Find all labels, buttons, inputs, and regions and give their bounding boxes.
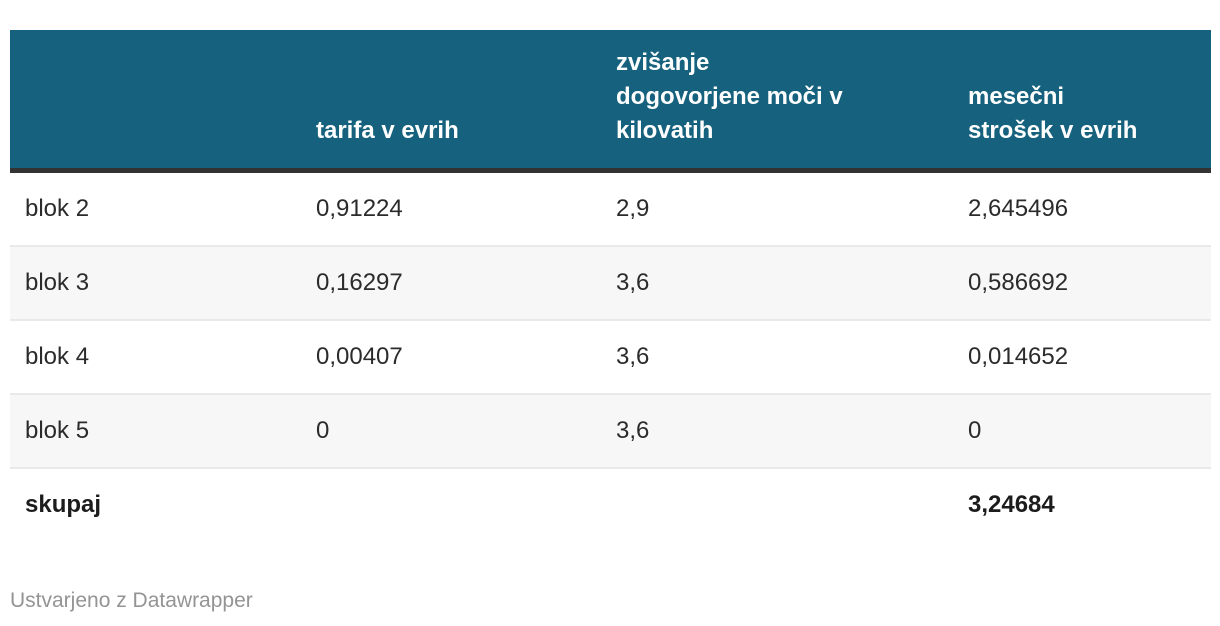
- cell-zvisanje: 3,6: [601, 394, 953, 469]
- cell-zvisanje: 3,6: [601, 246, 953, 321]
- table-row-total: skupaj 3,24684: [10, 468, 1211, 541]
- total-cell-tarifa: [301, 468, 601, 541]
- column-header-tarifa: tarifa v evrih: [301, 30, 601, 173]
- cell-tarifa: 0: [301, 394, 601, 469]
- cell-strosek: 0: [953, 394, 1211, 469]
- column-header-row-label: [10, 30, 301, 173]
- cell-strosek: 0,586692: [953, 246, 1211, 321]
- column-header-zvisanje: zvišanje dogovorjene moči v kilovatih: [601, 30, 953, 173]
- table-body: blok 2 0,91224 2,9 2,645496 blok 3 0,162…: [10, 170, 1211, 541]
- datawrapper-credit-link[interactable]: Ustvarjeno z Datawrapper: [10, 589, 253, 612]
- data-table: tarifa v evrih zvišanje dogovorjene moči…: [10, 30, 1211, 541]
- total-cell-zvisanje: [601, 468, 953, 541]
- column-header-strosek: mesečni strošek v evrih: [953, 30, 1211, 173]
- table-row-blok-2: blok 2 0,91224 2,9 2,645496: [10, 170, 1211, 247]
- cell-zvisanje: 3,6: [601, 320, 953, 395]
- row-label: blok 5: [10, 394, 301, 469]
- cell-tarifa: 0,91224: [301, 170, 601, 247]
- cell-zvisanje: 2,9: [601, 170, 953, 247]
- footer-credit: Ustvarjeno z Datawrapper: [10, 589, 1211, 613]
- cell-tarifa: 0,16297: [301, 246, 601, 321]
- total-row-label: skupaj: [10, 468, 301, 541]
- table-header: tarifa v evrih zvišanje dogovorjene moči…: [10, 30, 1211, 173]
- cell-tarifa: 0,00407: [301, 320, 601, 395]
- header-row: tarifa v evrih zvišanje dogovorjene moči…: [10, 30, 1211, 173]
- cell-strosek: 2,645496: [953, 170, 1211, 247]
- row-label: blok 4: [10, 320, 301, 395]
- table-row-blok-5: blok 5 0 3,6 0: [10, 394, 1211, 469]
- total-cell-strosek: 3,24684: [953, 468, 1211, 541]
- table-row-blok-3: blok 3 0,16297 3,6 0,586692: [10, 246, 1211, 321]
- table-row-blok-4: blok 4 0,00407 3,6 0,014652: [10, 320, 1211, 395]
- row-label: blok 2: [10, 170, 301, 247]
- cell-strosek: 0,014652: [953, 320, 1211, 395]
- row-label: blok 3: [10, 246, 301, 321]
